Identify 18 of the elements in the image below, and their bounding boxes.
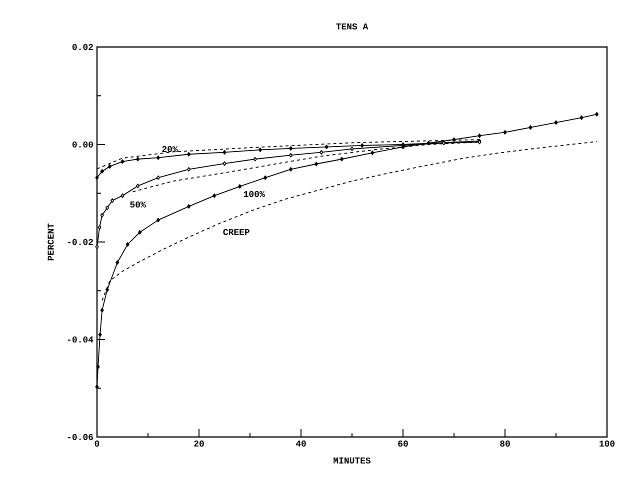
x-tick-label: 0 [94,440,100,447]
chart-title: TENS A [336,23,368,30]
series-label: 50% [130,201,146,208]
series-label: 100% [244,190,265,198]
y-axis-title: PERCENT [48,223,54,260]
series-label: CREEP [223,228,250,236]
x-tick-label: 80 [500,440,510,447]
x-tick-label: 100 [600,440,615,447]
x-tick-label: 40 [296,440,306,447]
x-axis-title: MINUTES [334,457,371,464]
y-tick-label: 0.00 [72,141,93,148]
x-tick-label: 20 [194,440,204,447]
y-tick-label: 0.02 [72,44,93,50]
series-label: 20% [162,146,178,152]
y-tick-label: -0.06 [68,434,93,440]
x-tick-label: 60 [398,440,408,447]
y-tick-label: -0.02 [68,238,93,246]
y-tick-label: -0.04 [68,336,94,343]
